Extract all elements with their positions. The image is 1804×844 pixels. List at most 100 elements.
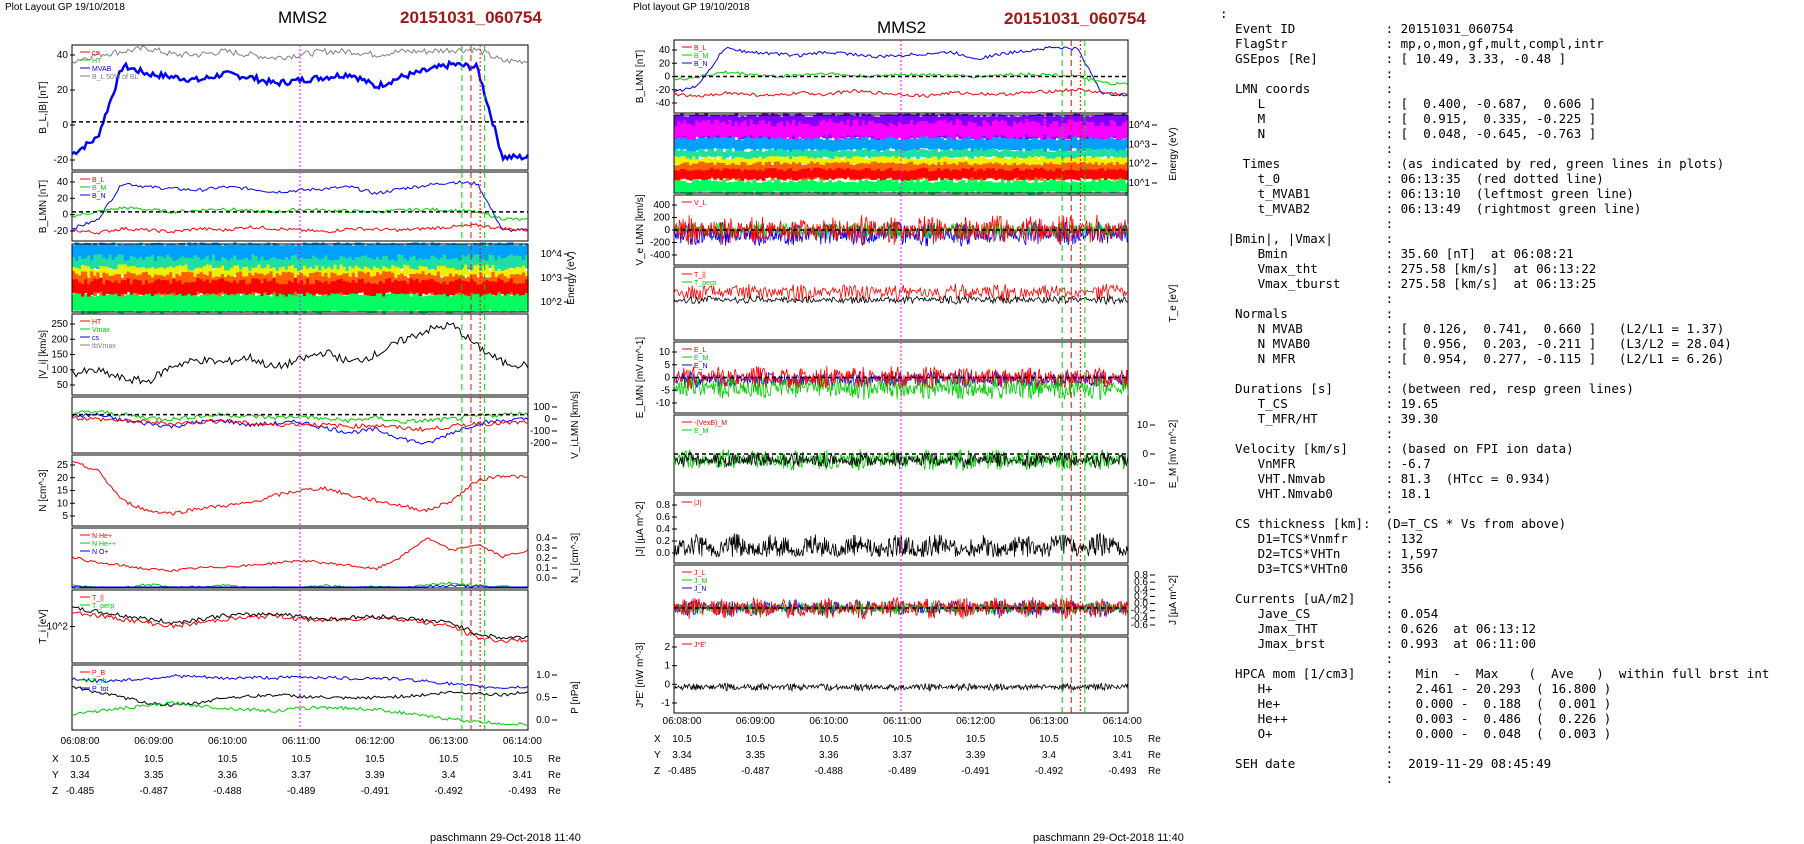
right-spectrogram-cell xyxy=(919,121,923,137)
legend-entry: B_M xyxy=(92,185,107,192)
right-spectrogram-cell xyxy=(752,169,757,179)
left-spectrogram-cell xyxy=(351,293,356,311)
left-spectrogram-cell xyxy=(196,278,201,292)
left-spectrogram-cell xyxy=(391,282,395,296)
legend-entry: MVAB xyxy=(92,66,112,73)
y-tick-label: 0 xyxy=(664,72,670,83)
right-spectrogram-cell xyxy=(758,138,763,150)
right-spectrogram-cell xyxy=(813,180,817,193)
y-tick-label: 2 xyxy=(664,642,670,653)
left-spectrogram-cell xyxy=(415,293,420,311)
right-spectrogram-cell xyxy=(770,136,775,149)
right-spectrogram-cell xyxy=(692,151,696,160)
left-spectrogram-cell xyxy=(421,296,426,314)
right-spectrogram-cell xyxy=(970,122,975,138)
left-spectrogram-cell xyxy=(409,256,413,271)
left-spectrogram-cell xyxy=(87,296,91,314)
left-spectrogram-cell xyxy=(90,244,94,269)
right-spectrogram-cell xyxy=(904,157,908,166)
right-pos-value: 3.34 xyxy=(672,750,692,761)
right-spectrogram-cell xyxy=(894,126,899,142)
legend-entry: HT xyxy=(92,319,102,326)
left-spectrogram-cell xyxy=(266,242,271,267)
left-spectrogram-cell xyxy=(196,296,201,314)
left-spectrogram-cell xyxy=(205,279,210,294)
left-spectrogram-cell xyxy=(263,260,268,274)
left-spectrogram-cell xyxy=(175,245,179,269)
legend-entry: N O+ xyxy=(92,549,109,556)
right-spectrogram-cell xyxy=(764,137,769,150)
left-spectrogram-cell xyxy=(388,293,392,311)
left-time-tick: 06:14:00 xyxy=(503,736,542,747)
right-spectrogram-cell xyxy=(901,159,905,167)
right-spectrogram-cell xyxy=(713,169,717,179)
right-spectrogram-cell xyxy=(888,136,893,149)
left-spectrogram-cell xyxy=(309,266,313,278)
right-spectrogram-cell xyxy=(955,149,960,158)
right-spectrogram-cell xyxy=(710,181,714,193)
left-spectrogram-cell xyxy=(208,271,213,292)
right-noise-trace xyxy=(673,366,1129,390)
right-spectrogram-cell xyxy=(807,158,811,166)
right-spectrogram-cell xyxy=(783,126,787,143)
right-spectrogram-cell xyxy=(692,170,696,180)
right-spectrogram-cell xyxy=(749,170,754,180)
right-spectrogram-cell xyxy=(1091,138,1096,151)
left-spectrogram-cell xyxy=(208,283,213,297)
left-spectrogram-cell xyxy=(397,267,401,278)
right-spectrogram-cell xyxy=(819,158,823,166)
right-spectrogram-cell xyxy=(904,180,908,192)
right-spectrogram-cell xyxy=(1100,168,1105,178)
info-line: Jmax_brst : 0.993 at 06:11:00 xyxy=(1220,636,1537,651)
info-line: Jave_CS : 0.054 xyxy=(1220,606,1439,621)
left-spectrogram-cell xyxy=(312,295,316,313)
left-spectrogram-cell xyxy=(363,295,368,312)
legend-entry: T_perp xyxy=(694,280,716,287)
left-spectrogram-cell xyxy=(166,267,170,278)
right-spectrogram-cell xyxy=(792,119,796,136)
right-spectrogram-cell xyxy=(922,180,926,193)
left-spectrogram-cell xyxy=(345,258,350,273)
right-spectrogram-cell xyxy=(1010,138,1014,150)
left-spectrogram-cell xyxy=(306,278,310,293)
right-spectrogram-cell xyxy=(695,120,699,136)
left-spectrogram-cell xyxy=(224,244,228,269)
right-spectrogram-cell xyxy=(1046,171,1050,181)
right-spectrogram-cell xyxy=(870,156,875,165)
y-tick-label: 0.4 xyxy=(536,533,550,544)
left-spectrogram-cell xyxy=(151,282,155,297)
left-spectrogram-cell xyxy=(108,268,113,280)
right-spectrogram-cell xyxy=(825,182,829,194)
left-spectrogram-cell xyxy=(211,242,216,267)
y-tick-label: 250 xyxy=(51,319,68,330)
right-spectrogram-cell xyxy=(713,120,717,136)
left-spectrogram-cell xyxy=(269,280,274,295)
right-spectrogram-cell xyxy=(1112,157,1117,166)
y-axis-label: T_i [eV] xyxy=(38,609,49,644)
right-spectrogram-cell xyxy=(1088,181,1093,194)
left-spectrogram-cell xyxy=(336,294,341,311)
left-spectrogram-cell xyxy=(157,294,161,312)
right-spectrogram-cell xyxy=(940,150,944,159)
left-spectrogram-cell xyxy=(290,255,295,270)
right-spectrogram-cell xyxy=(1043,140,1047,152)
info-line: GSEpos [Re] : [ 10.49, 3.33, -0.48 ] xyxy=(1220,51,1567,66)
left-spectrogram-cell xyxy=(376,293,380,311)
right-spectrogram-cell xyxy=(1088,136,1093,149)
y-tick-label: -100 xyxy=(530,426,550,437)
right-spectrogram-cell xyxy=(1040,125,1044,142)
left-spectrogram-cell xyxy=(336,279,341,294)
right-spectrogram-cell xyxy=(858,156,863,165)
left-spectrogram-cell xyxy=(275,283,280,297)
y-tick-label: 10 xyxy=(57,498,69,509)
right-spectrogram-cell xyxy=(940,170,944,180)
right-spectrogram-cell xyxy=(985,122,990,138)
left-spectrogram-cell xyxy=(117,254,122,268)
left-spectrogram-cell xyxy=(306,268,310,279)
left-pos-value: 10.5 xyxy=(291,754,311,765)
left-spectrogram-cell xyxy=(518,295,523,313)
right-spectrogram-cell xyxy=(773,168,778,178)
info-line: O+ : 0.000 - 0.048 ( 0.003 ) xyxy=(1220,726,1612,741)
right-spectrogram-cell xyxy=(967,169,972,179)
right-spectrogram-cell xyxy=(1121,158,1126,167)
